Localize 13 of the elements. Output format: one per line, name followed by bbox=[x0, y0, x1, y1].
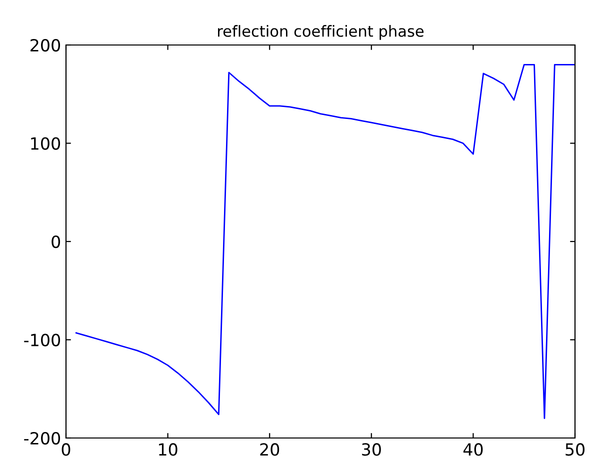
y-tick-label: 0 bbox=[52, 235, 60, 248]
y-tick-label: -200 bbox=[24, 432, 60, 445]
x-tick-label: 50 bbox=[566, 443, 584, 456]
x-tick-label: 40 bbox=[463, 443, 483, 456]
line-series bbox=[75, 64, 575, 420]
y-tick-label: 100 bbox=[31, 137, 60, 150]
x-tick-label: 10 bbox=[159, 443, 178, 456]
x-tick-label: 20 bbox=[260, 443, 280, 456]
x-tick-label: 30 bbox=[362, 443, 381, 456]
y-tick-label: -100 bbox=[24, 334, 60, 346]
chart-title: reflection coefficient phase bbox=[218, 25, 424, 40]
y-tick-label: 200 bbox=[30, 38, 60, 52]
x-tick-label: 0 bbox=[62, 443, 70, 456]
